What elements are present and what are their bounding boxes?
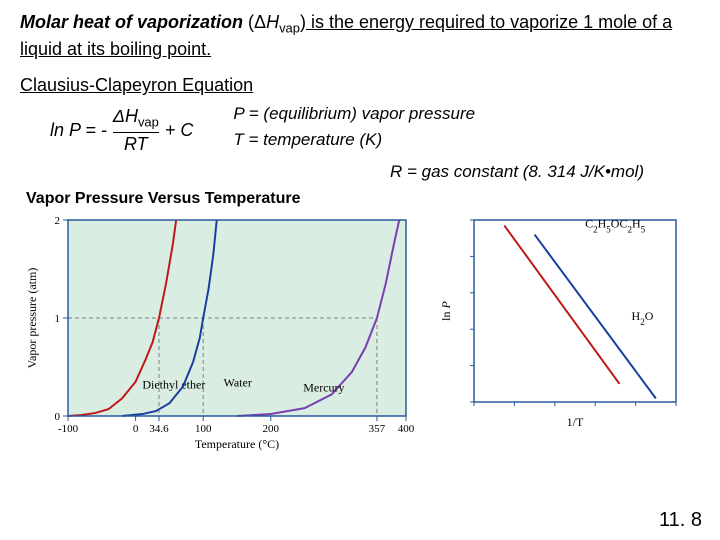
definition-symbol-delta: Δ — [254, 12, 266, 32]
plus-c: + C — [165, 120, 194, 141]
chart1: Diethyl etherWaterMercury-100034.6100200… — [20, 212, 416, 452]
definition-symbol-letter: H — [266, 12, 279, 32]
charts-row: Diethyl etherWaterMercury-100034.6100200… — [20, 212, 700, 452]
fraction: ΔHvap RT — [113, 107, 159, 153]
legend-r: R = gas constant (8. 314 J/K•mol) — [390, 162, 700, 182]
svg-text:-100: -100 — [58, 423, 79, 435]
svg-text:Diethyl ether: Diethyl ether — [142, 378, 205, 392]
page-number: 11. 8 — [659, 509, 702, 532]
legend-t: T = temperature (K) — [233, 130, 475, 150]
equation-row: ln P = - ΔHvap RT + C P = (equilibrium) … — [20, 104, 700, 156]
svg-text:Mercury: Mercury — [303, 381, 344, 395]
svg-text:0: 0 — [133, 423, 139, 435]
equation-section-title: Clausius-Clapeyron Equation — [20, 75, 700, 96]
svg-text:0: 0 — [55, 411, 61, 423]
legend-r-row: R = gas constant (8. 314 J/K•mol) — [390, 162, 700, 182]
svg-text:357: 357 — [369, 423, 386, 435]
fraction-numerator: ΔHvap — [113, 107, 159, 129]
chart1-svg: Diethyl etherWaterMercury-100034.6100200… — [20, 212, 416, 452]
svg-text:400: 400 — [398, 423, 415, 435]
fraction-denom: RT — [124, 135, 148, 154]
legend-p: P = (equilibrium) vapor pressure — [233, 104, 475, 124]
svg-text:1/T: 1/T — [567, 415, 584, 429]
svg-text:100: 100 — [195, 423, 212, 435]
chart1-title: Vapor Pressure Versus Temperature — [26, 190, 700, 208]
svg-text:ln P: ln P — [439, 301, 453, 321]
svg-text:2: 2 — [55, 215, 61, 227]
definition-text: Molar heat of vaporization (ΔHvap) is th… — [20, 10, 700, 61]
fraction-bar — [113, 132, 159, 133]
svg-text:Water: Water — [223, 376, 251, 390]
legend: P = (equilibrium) vapor pressure T = tem… — [233, 104, 475, 156]
chart2: C2H5OC2H5H2O1/Tln P — [434, 212, 684, 432]
svg-text:Vapor pressure (atm): Vapor pressure (atm) — [25, 268, 39, 369]
chart2-svg: C2H5OC2H5H2O1/Tln P — [434, 212, 684, 432]
definition-symbol-sub: vap — [279, 21, 300, 36]
svg-text:Temperature (°C): Temperature (°C) — [195, 437, 279, 451]
ln-p-equals: ln P = - — [50, 120, 107, 141]
definition-term: Molar heat of vaporization — [20, 12, 243, 32]
svg-text:34.6: 34.6 — [149, 423, 169, 435]
svg-text:1: 1 — [55, 313, 61, 325]
svg-text:200: 200 — [263, 423, 280, 435]
clausius-equation: ln P = - ΔHvap RT + C — [50, 107, 193, 153]
